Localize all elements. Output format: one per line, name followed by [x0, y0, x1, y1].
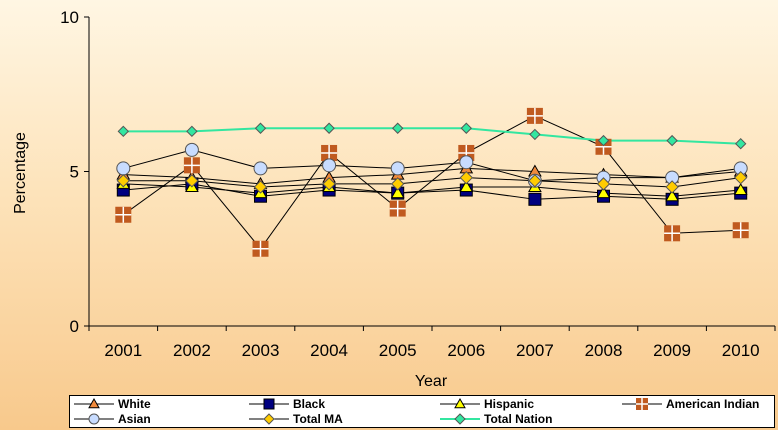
legend-swatch [440, 397, 480, 409]
data-point [734, 137, 747, 150]
data-point [733, 170, 748, 185]
data-point [323, 122, 335, 134]
data-point [528, 174, 542, 188]
series-line [123, 183, 741, 197]
data-point [666, 134, 678, 147]
data-point [529, 128, 541, 141]
series-line [123, 177, 741, 188]
data-point [389, 200, 406, 217]
data-point [733, 183, 748, 196]
data-point [460, 122, 473, 134]
series-line [123, 115, 741, 250]
legend-label: Total Nation [484, 412, 553, 426]
x-tick-label: 2010 [722, 341, 760, 360]
legend-swatch [74, 397, 114, 409]
data-point [526, 107, 543, 124]
legend-swatch [622, 398, 662, 410]
legend-label: Asian [118, 412, 151, 426]
series-line [123, 127, 741, 145]
legend-label: Total MA [293, 412, 343, 426]
data-point [595, 138, 612, 155]
data-point [664, 225, 681, 242]
data-point [252, 240, 269, 257]
data-point [596, 186, 611, 199]
data-point [665, 189, 679, 202]
legend-marker [88, 397, 100, 409]
data-point [183, 157, 200, 174]
x-tick-label: 2005 [379, 341, 417, 360]
x-tick-label: 2001 [104, 341, 142, 360]
x-axis-title: Year [415, 373, 448, 390]
legend-item: American Indian [620, 396, 759, 412]
data-point [253, 161, 268, 176]
data-point [185, 174, 199, 188]
data-point [390, 161, 405, 176]
legend-marker [454, 413, 466, 425]
data-point [117, 125, 130, 138]
legend-swatch [249, 398, 289, 410]
data-point [254, 122, 267, 134]
legend-item: Asian [72, 411, 151, 427]
data-point [596, 177, 611, 191]
legend-label: White [118, 397, 151, 411]
legend-marker [454, 397, 466, 409]
data-point [459, 179, 474, 192]
data-point [321, 144, 338, 161]
y-tick-label: 5 [70, 163, 79, 182]
x-tick-label: 2009 [653, 341, 691, 360]
data-point [253, 180, 268, 194]
x-tick-label: 2004 [310, 341, 348, 360]
series-line [123, 167, 741, 185]
data-point [391, 122, 404, 134]
legend-item: White [72, 396, 151, 412]
legend-marker [263, 398, 275, 410]
series-lines [123, 115, 741, 250]
y-axis-title: Percentage [12, 132, 29, 214]
legend-label: Hispanic [484, 397, 535, 411]
x-tick-label: 2007 [516, 341, 554, 360]
legend-item: Total Nation [438, 411, 552, 427]
x-tick-label: 2002 [173, 341, 211, 360]
series-markers [115, 107, 749, 257]
legend-swatch [74, 413, 114, 425]
y-tick-label: 0 [70, 317, 79, 336]
legend-label: Black [293, 397, 326, 411]
data-point [390, 177, 405, 191]
x-tick-label: 2003 [242, 341, 280, 360]
y-tick-label: 10 [60, 8, 79, 27]
legend-label: American Indian [666, 397, 760, 411]
line-chart: 0 5 10 2001 2002 2003 2004 2005 2006 2007 2008 2009… [12, 8, 776, 390]
axes: 0 5 10 2001 2002 2003 2004 2005 2006 2007 2008 2009… [60, 8, 776, 360]
legend-swatch [249, 413, 289, 425]
data-point [184, 142, 199, 157]
data-point [459, 170, 474, 185]
data-point [528, 192, 542, 206]
legend-item: Black [247, 396, 325, 412]
legend: White Black Hispanic American Indian Asian To… [69, 395, 775, 428]
data-point [459, 155, 474, 170]
data-point [322, 177, 336, 191]
data-point [115, 206, 132, 223]
series-line [123, 149, 741, 182]
data-point [665, 180, 679, 194]
legend-marker [88, 413, 100, 425]
data-point [597, 134, 610, 147]
data-point [732, 222, 749, 239]
x-tick-label: 2006 [447, 341, 485, 360]
x-tick-label: 2008 [585, 341, 623, 360]
legend-item: Hispanic [438, 396, 534, 412]
legend-marker [636, 398, 648, 410]
data-point [322, 158, 337, 173]
data-point [186, 125, 198, 138]
legend-swatch [440, 413, 480, 425]
data-point [116, 161, 131, 176]
data-point [390, 186, 405, 199]
legend-marker [263, 413, 275, 425]
data-point [116, 174, 131, 188]
legend-item: Total MA [247, 411, 343, 427]
